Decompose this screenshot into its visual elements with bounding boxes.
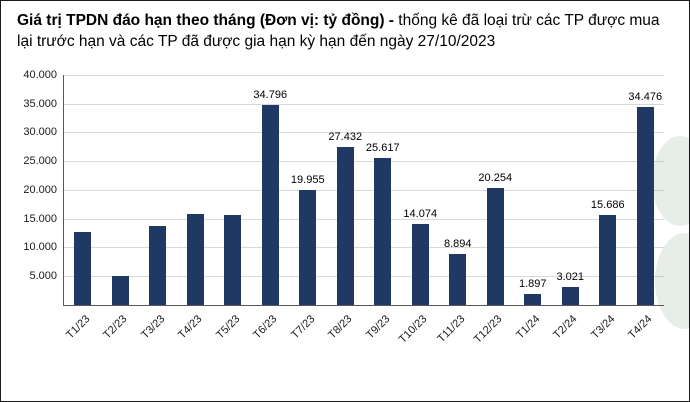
bar-T7/23 [299,190,317,305]
bar-value-label: 15.686 [590,198,625,211]
bar-T6/23 [261,104,279,305]
bar-value-label: 19.955 [290,174,325,187]
bar-value-label: 14.074 [403,207,438,220]
bar-T11/23 [449,253,467,305]
bar-T9/23 [374,157,392,305]
bar-value-label: 1.897 [518,277,547,290]
chart-title-rest: thống kê đã loại trừ các TP được mua lại… [17,12,660,50]
bar-T10/23 [411,223,429,305]
bar-chart: 34.796 19.955 27.432 25.617 14.074 8.894 20.25… [1,57,689,362]
bar-T2/23 [111,276,129,305]
gridline [64,103,664,105]
y-tick-label: 10.000 [23,241,57,254]
bar-value-label: 27.432 [328,131,363,144]
bar-T4/24 [636,106,654,305]
gridline [64,189,664,191]
bar-value-label: 25.617 [365,141,400,154]
bar-T2/24 [561,287,579,305]
bar-T4/23 [186,214,204,305]
bar-value-label: 34.796 [253,88,288,101]
gridline [64,276,664,278]
y-tick-label: 15.000 [23,212,57,225]
y-tick-label: 35.000 [23,97,57,110]
gridline [64,74,664,76]
bar-value-label: 20.254 [478,172,513,185]
bar-value-label: 34.476 [628,90,663,103]
bar-T8/23 [336,147,354,305]
y-tick-label: 20.000 [23,183,57,196]
bar-value-label: 3.021 [556,271,585,284]
bar-T5/23 [224,215,242,305]
gridline [64,161,664,163]
y-tick-label: 30.000 [23,126,57,139]
chart-title: Giá trị TPDN đáo hạn theo tháng (Đơn vị:… [17,11,673,53]
y-tick-label: 25.000 [23,155,57,168]
plot-area: 34.796 19.955 27.432 25.617 14.074 8.894 20.25… [63,74,664,306]
bar-T12/23 [486,188,504,305]
bar-T1/23 [74,231,92,305]
bar-T3/24 [599,214,617,305]
bar-T3/23 [149,226,167,305]
y-tick-label: 40.000 [23,68,57,81]
bar-value-label: 8.894 [443,237,472,250]
gridline [64,247,664,249]
bar-T1/24 [524,293,542,305]
gridline [64,218,664,220]
gridline [64,132,664,134]
chart-title-bold: Giá trị TPDN đáo hạn theo tháng (Đơn vị:… [17,12,399,29]
y-tick-label: 5.000 [29,270,57,283]
